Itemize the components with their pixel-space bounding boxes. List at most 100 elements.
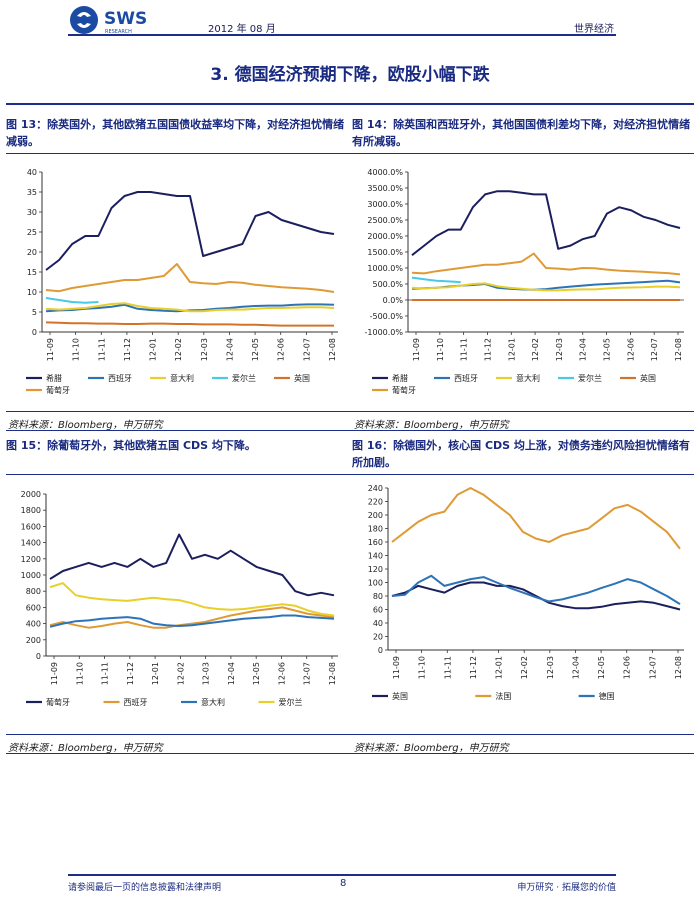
x-tick-label: 11-12 bbox=[469, 656, 478, 679]
legend-label: 意大利 bbox=[516, 373, 540, 383]
x-tick-label: 12-06 bbox=[277, 338, 286, 361]
legend-label: 希腊 bbox=[392, 373, 408, 383]
x-tick-label: 11-11 bbox=[97, 338, 106, 361]
series-line bbox=[391, 487, 681, 550]
y-tick-label: 120 bbox=[368, 565, 383, 574]
legend-label: 西班牙 bbox=[454, 373, 478, 383]
figure-row2-bottom-rule bbox=[6, 753, 694, 754]
y-tick-label: 60 bbox=[373, 606, 383, 615]
x-tick-label: 11-09 bbox=[46, 338, 55, 361]
legend-label: 西班牙 bbox=[108, 373, 132, 383]
x-tick-label: 11-09 bbox=[50, 662, 59, 685]
x-tick-label: 12-03 bbox=[555, 338, 564, 361]
figure-row2-caption-rule bbox=[6, 474, 694, 475]
x-tick-label: 12-07 bbox=[302, 338, 311, 361]
figure-13-chart: 0 5 10 15 20 25 30 35 40 11-09 11-10 11-11 11-12 12-0… bbox=[6, 160, 346, 410]
y-tick-label: 35 bbox=[27, 188, 37, 197]
x-tick-label: 11-10 bbox=[75, 662, 84, 685]
x-tick-label: 11-11 bbox=[443, 656, 452, 679]
logo-text: SWS bbox=[104, 9, 147, 29]
x-tick-label: 12-01 bbox=[149, 338, 158, 361]
legend-label: 英国 bbox=[640, 373, 656, 383]
y-tick-label: 200 bbox=[26, 636, 41, 645]
chart-svg: 0 20 40 60 80 100 120 140 160 180 200 220 240 11-09 11… bbox=[368, 484, 684, 701]
figure-row1-top-rule bbox=[6, 103, 694, 105]
x-tick-label: 12-05 bbox=[597, 656, 606, 679]
legend-label: 爱尔兰 bbox=[232, 373, 256, 383]
chart-svg: -1000.0% -500.0% 0.0% 500.0% 1000.0% 1500.0% 2… bbox=[365, 168, 684, 395]
figure-15-source: 资料来源：Bloomberg，申万研究 bbox=[8, 743, 163, 754]
y-tick-label: 0 bbox=[32, 328, 37, 337]
y-tick-label: 10 bbox=[27, 288, 37, 297]
y-tick-label: 1600 bbox=[21, 522, 41, 531]
figure-13-caption: 图 13：除英国外，其他欧猪五国国债收益率均下降，对经济担忧情绪减弱。 bbox=[6, 118, 345, 148]
y-tick-label: 0.0% bbox=[383, 296, 404, 305]
legend-label: 葡萄牙 bbox=[392, 385, 416, 395]
header-rule bbox=[68, 34, 616, 36]
series-line bbox=[45, 302, 335, 313]
y-tick-label: 200 bbox=[368, 511, 383, 520]
legend-label: 法国 bbox=[495, 691, 511, 701]
figure-13-source: 资料来源：Bloomberg，申万研究 bbox=[8, 420, 163, 431]
figure-14-source: 资料来源：Bloomberg，申万研究 bbox=[354, 420, 509, 431]
series-line bbox=[411, 252, 681, 276]
figure-16-caption: 图 16：除德国外，核心国 CDS 均上涨，对债务违约风险担忧情绪有所加剧。 bbox=[352, 439, 690, 469]
figure-14-caption: 图 14：除英国和西班牙外，其他国国债利差均下降，对经济担忧情绪有所减弱。 bbox=[352, 118, 691, 148]
x-tick-label: 12-07 bbox=[648, 656, 657, 679]
y-tick-label: 2000 bbox=[21, 490, 41, 499]
figure-14-chart: -1000.0% -500.0% 0.0% 500.0% 1000.0% 1500.0% 2… bbox=[352, 160, 692, 410]
series-line bbox=[45, 321, 334, 327]
x-tick-label: 12-08 bbox=[328, 662, 337, 685]
y-tick-label: 400 bbox=[26, 620, 41, 629]
legend-label: 希腊 bbox=[46, 373, 62, 383]
series-line bbox=[411, 282, 681, 292]
y-tick-label: 25 bbox=[27, 228, 37, 237]
y-tick-label: 30 bbox=[27, 208, 37, 217]
x-tick-label: 12-02 bbox=[531, 338, 540, 361]
series-line bbox=[45, 297, 99, 304]
legend-label: 意大利 bbox=[201, 697, 225, 707]
y-tick-label: 2000.0% bbox=[367, 232, 403, 241]
y-tick-label: 0 bbox=[36, 652, 41, 661]
series-line bbox=[49, 582, 335, 617]
x-tick-label: 12-07 bbox=[303, 662, 312, 685]
figure-15-caption: 图 15：除葡萄牙外，其他欧猪五国 CDS 均下降。 bbox=[6, 439, 256, 452]
series-line bbox=[45, 263, 335, 293]
x-tick-label: 12-06 bbox=[277, 662, 286, 685]
y-tick-label: 180 bbox=[368, 525, 383, 534]
chart-svg: 0 200 400 600 800 1000 1200 1400 1600 1800 2000 11-… bbox=[21, 490, 338, 707]
x-tick-label: 12-02 bbox=[174, 338, 183, 361]
x-tick-label: 12-01 bbox=[507, 338, 516, 361]
x-tick-label: 12-06 bbox=[623, 656, 632, 679]
logo-sub: RESEARCH bbox=[105, 29, 132, 35]
y-tick-label: 600 bbox=[26, 603, 41, 612]
y-tick-label: 20 bbox=[27, 248, 37, 257]
series-line bbox=[49, 614, 335, 628]
x-tick-label: 11-10 bbox=[72, 338, 81, 361]
y-tick-label: 5 bbox=[32, 308, 37, 317]
legend-label: 英国 bbox=[392, 691, 408, 701]
legend-label: 葡萄牙 bbox=[46, 697, 70, 707]
x-tick-label: 12-08 bbox=[328, 338, 337, 361]
x-tick-label: 12-08 bbox=[674, 656, 683, 679]
series-line bbox=[391, 581, 681, 611]
figure-row2-source-rule bbox=[6, 734, 694, 735]
x-tick-label: 12-03 bbox=[202, 662, 211, 685]
figure-16-chart: 0 20 40 60 80 100 120 140 160 180 200 220 240 11-09 11… bbox=[352, 480, 692, 732]
y-tick-label: 140 bbox=[368, 552, 383, 561]
x-tick-label: 11-12 bbox=[483, 338, 492, 361]
legend-label: 西班牙 bbox=[124, 697, 148, 707]
y-tick-label: 1500.0% bbox=[367, 248, 403, 257]
legend-label: 意大利 bbox=[170, 373, 194, 383]
figure-16-source: 资料来源：Bloomberg，申万研究 bbox=[354, 743, 509, 754]
y-tick-label: 2500.0% bbox=[367, 216, 403, 225]
x-tick-label: 11-11 bbox=[460, 338, 469, 361]
header-category: 世界经济 bbox=[574, 24, 614, 35]
x-tick-label: 12-04 bbox=[579, 338, 588, 361]
y-tick-label: 40 bbox=[373, 619, 383, 628]
x-tick-label: 12-04 bbox=[227, 662, 236, 685]
y-tick-label: 40 bbox=[27, 168, 37, 177]
y-tick-label: 500.0% bbox=[372, 280, 403, 289]
x-tick-label: 12-01 bbox=[151, 662, 160, 685]
x-tick-label: 11-10 bbox=[418, 656, 427, 679]
